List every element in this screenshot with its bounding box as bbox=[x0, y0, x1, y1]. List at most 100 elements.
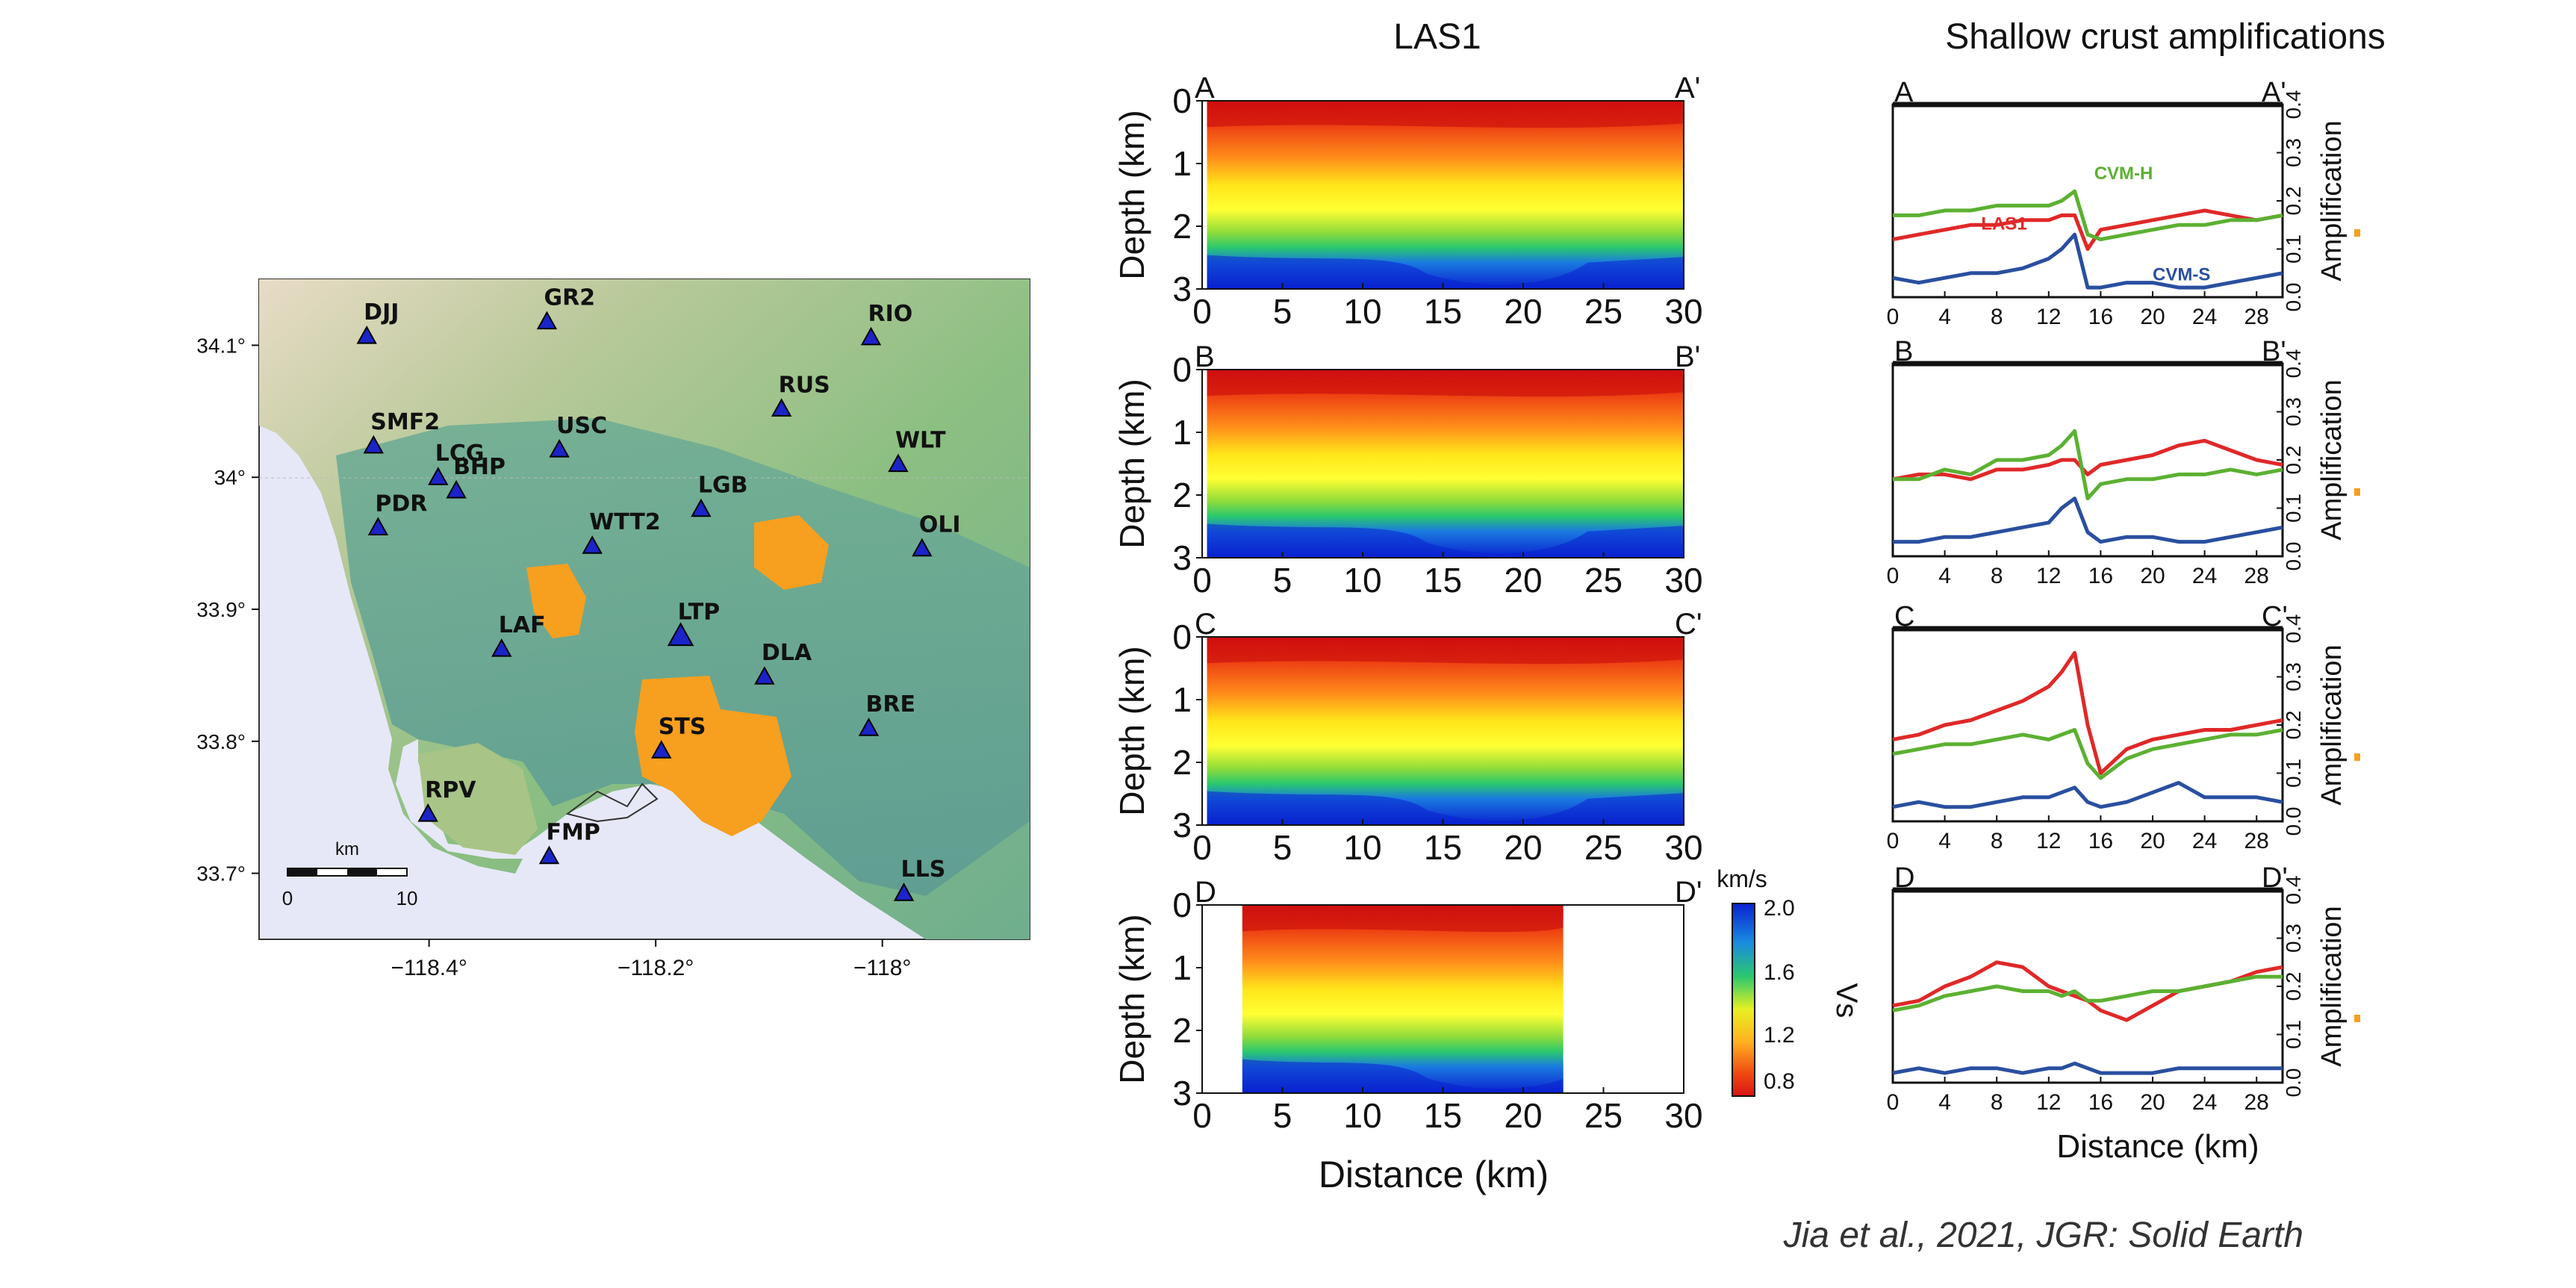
sections-xlabel: Distance (km) bbox=[1319, 1154, 1549, 1195]
section-ytick: 1 bbox=[1172, 144, 1192, 183]
station-label-dla: DLA bbox=[762, 640, 812, 666]
station-label-pdr: PDR bbox=[375, 491, 427, 517]
station-marker-sts bbox=[651, 740, 672, 759]
colorbar-ramp bbox=[1732, 903, 1755, 1097]
amp-xtick: 20 bbox=[2140, 305, 2165, 329]
basin-orange-3 bbox=[635, 676, 791, 836]
station-label-gr2: GR2 bbox=[544, 285, 595, 311]
amp-xtick: 20 bbox=[2140, 564, 2165, 588]
palos-verdes bbox=[418, 743, 538, 855]
amp-ytick: 0.0 bbox=[2282, 1068, 2305, 1098]
station-label-ltp: LTP bbox=[678, 599, 721, 625]
amp-xtick: 24 bbox=[2192, 305, 2217, 329]
section-xtick: 0 bbox=[1192, 292, 1212, 331]
section-ytick: 0 bbox=[1172, 81, 1192, 120]
section-ytick: 2 bbox=[1172, 207, 1192, 246]
colorbar: km/s 2.0 1.6 1.2 0.8 Vs bbox=[1717, 865, 1863, 1097]
station-marker-wtt2 bbox=[582, 535, 603, 554]
section-ylabel: Depth (km) bbox=[1113, 379, 1151, 548]
amp-xtick: 20 bbox=[2140, 829, 2165, 853]
section-xtick: 5 bbox=[1273, 561, 1292, 600]
amp-xtick: 20 bbox=[2140, 1090, 2165, 1115]
scale-bar: km 0 10 bbox=[282, 839, 418, 909]
amp-label-left: B bbox=[1894, 336, 1913, 367]
section-label-right: D' bbox=[1675, 876, 1702, 909]
amp-label-right: B' bbox=[2262, 336, 2286, 367]
station-marker-djj bbox=[356, 325, 377, 344]
station-label-lcg: LCG bbox=[435, 441, 485, 467]
amp-xtick: 12 bbox=[2036, 829, 2061, 853]
amp-xtick: 24 bbox=[2192, 829, 2217, 853]
amp-legend: CVM-H LAS1 CVM-S bbox=[1981, 164, 2210, 284]
station-label-fmp: FMP bbox=[547, 820, 600, 846]
amp-ytick: 0.2 bbox=[2282, 187, 2305, 216]
section-xtick: 15 bbox=[1424, 561, 1462, 600]
section-xtick: 0 bbox=[1192, 828, 1212, 867]
section-xtick: 30 bbox=[1664, 561, 1702, 600]
basin-orange-1 bbox=[526, 564, 586, 638]
section-label-left: C bbox=[1195, 608, 1216, 641]
velocity-field bbox=[1207, 101, 1684, 289]
section-label-right: B' bbox=[1675, 340, 1700, 373]
amp-panel-a: 0 4 8 12 16 20 24 28 0.0 0.1 0.2 0.3 0.4 Amplificatio… bbox=[1887, 77, 2360, 329]
section-xtick: 0 bbox=[1192, 561, 1212, 600]
amp-xtick: 16 bbox=[2088, 564, 2113, 588]
velocity-field bbox=[1242, 905, 1564, 1093]
station-marker-oli bbox=[912, 538, 933, 557]
amplification-panels: 0 4 8 12 16 20 24 28 0.0 0.1 0.2 0.3 0.4 Amplificatio… bbox=[1887, 77, 2360, 1115]
station-marker-lgb bbox=[691, 498, 712, 517]
amp-xtick: 24 bbox=[2192, 564, 2217, 588]
amp-line-cvm-s bbox=[1892, 780, 2283, 809]
station-marker-fmp bbox=[538, 845, 560, 865]
map-lat-label: 33.8° bbox=[196, 730, 246, 753]
amp-line-cvm-s bbox=[1892, 1061, 2283, 1075]
scale-label-10: 10 bbox=[396, 887, 418, 909]
section-label-left: A bbox=[1195, 72, 1215, 105]
amp-ylabel: Amplification bbox=[2316, 644, 2348, 805]
amp-xtick: 0 bbox=[1887, 829, 1900, 853]
section-xtick: 25 bbox=[1584, 292, 1623, 331]
amp-ytick: 0.3 bbox=[2282, 662, 2305, 691]
velocity-deep-layer bbox=[1207, 791, 1684, 825]
station-label-oli: OLI bbox=[919, 512, 961, 538]
amp-xtick: 0 bbox=[1887, 1090, 1900, 1115]
station-label-rpv: RPV bbox=[425, 777, 476, 803]
amp-xtick: 8 bbox=[1991, 305, 2003, 329]
section-ytick: 3 bbox=[1172, 806, 1192, 844]
amp-ytick: 0.0 bbox=[2282, 807, 2305, 836]
section-ytick: 2 bbox=[1172, 743, 1192, 782]
amp-xtick: 0 bbox=[1887, 305, 1900, 329]
section-xtick: 10 bbox=[1343, 1096, 1381, 1135]
section-ylabel: Depth (km) bbox=[1113, 646, 1151, 815]
amp-xtick: 12 bbox=[2036, 305, 2061, 329]
amp-xtick: 28 bbox=[2244, 305, 2269, 329]
section-xtick: 25 bbox=[1584, 561, 1623, 600]
station-marker-bre bbox=[858, 718, 880, 736]
station-map: 34.1° 34° 33.9° 33.8° 33.7° −118.4° −118.2° −11… bbox=[196, 279, 1030, 980]
amp-line-cvm-h bbox=[1892, 728, 2283, 780]
section-xtick: 25 bbox=[1584, 828, 1623, 867]
section-label-left: D bbox=[1195, 876, 1216, 909]
section-xtick: 15 bbox=[1424, 828, 1462, 867]
amp-ytick: 0.2 bbox=[2282, 446, 2305, 475]
amp-label-right: A' bbox=[2262, 77, 2286, 108]
colorbar-unit: km/s bbox=[1717, 865, 1767, 892]
amp-xtick: 8 bbox=[1991, 829, 2003, 853]
amp-line-las1 bbox=[1892, 650, 2283, 775]
section-xtick: 5 bbox=[1273, 1096, 1292, 1135]
amp-label-right: C' bbox=[2262, 601, 2288, 632]
amp-xlabel: Distance (km) bbox=[2056, 1128, 2259, 1165]
station-label-smf2: SMF2 bbox=[370, 409, 440, 435]
amp-line-las1 bbox=[1892, 208, 2283, 251]
station-marker-smf2 bbox=[363, 435, 384, 454]
amp-frame bbox=[1891, 103, 2284, 299]
section-ytick: 2 bbox=[1172, 1011, 1192, 1050]
harbor bbox=[565, 783, 659, 823]
station-label-rio: RIO bbox=[868, 301, 913, 327]
section-label-right: C' bbox=[1675, 608, 1702, 641]
amp-frame bbox=[1891, 362, 2284, 558]
amp-ytick: 0.1 bbox=[2282, 494, 2305, 523]
